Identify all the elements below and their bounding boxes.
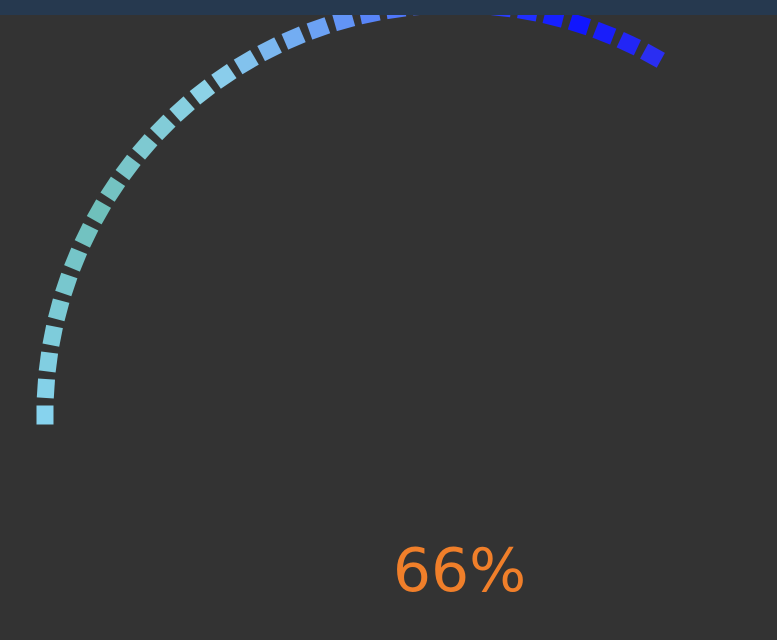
gauge-segment: [211, 64, 237, 89]
gauge-segment: [257, 37, 282, 62]
gauge-segment: [616, 31, 642, 56]
gauge-segment: [36, 378, 55, 399]
gauge-segment: [306, 17, 331, 40]
gauge-segment: [233, 49, 259, 75]
gauge-segment: [542, 15, 566, 28]
gauge-segment: [36, 405, 54, 425]
gauge-segment: [100, 176, 126, 202]
progress-gauge: 66%: [0, 15, 777, 640]
gauge-segment: [42, 324, 63, 347]
gauge-segment: [74, 223, 99, 248]
gauge-percentage-label: 66%: [392, 536, 527, 606]
gauge-segment: [384, 15, 407, 20]
gauge-segment: [281, 26, 306, 50]
gauge-segment: [567, 15, 592, 36]
gauge-segment: [48, 298, 70, 322]
gauge-segment: [517, 15, 539, 22]
gauge-arc: [36, 15, 665, 425]
gauge-segment: [640, 43, 665, 68]
gauge-segment: [55, 272, 78, 297]
gauge-segment: [358, 15, 381, 25]
window-header-bar: [0, 0, 777, 15]
gauge-segment: [115, 154, 141, 181]
gauge-segment: [332, 15, 356, 32]
gauge-segment: [592, 21, 617, 45]
gauge-segment: [86, 199, 111, 225]
gauge-segment: [150, 114, 176, 141]
gauge-segment: [64, 247, 88, 272]
gauge-segment: [132, 134, 158, 160]
gauge-segment: [38, 351, 59, 373]
gauge-segment: [189, 79, 216, 105]
gauge-segment: [169, 96, 195, 122]
gauge-segment: [491, 15, 513, 18]
gauge-segment: [411, 15, 433, 16]
